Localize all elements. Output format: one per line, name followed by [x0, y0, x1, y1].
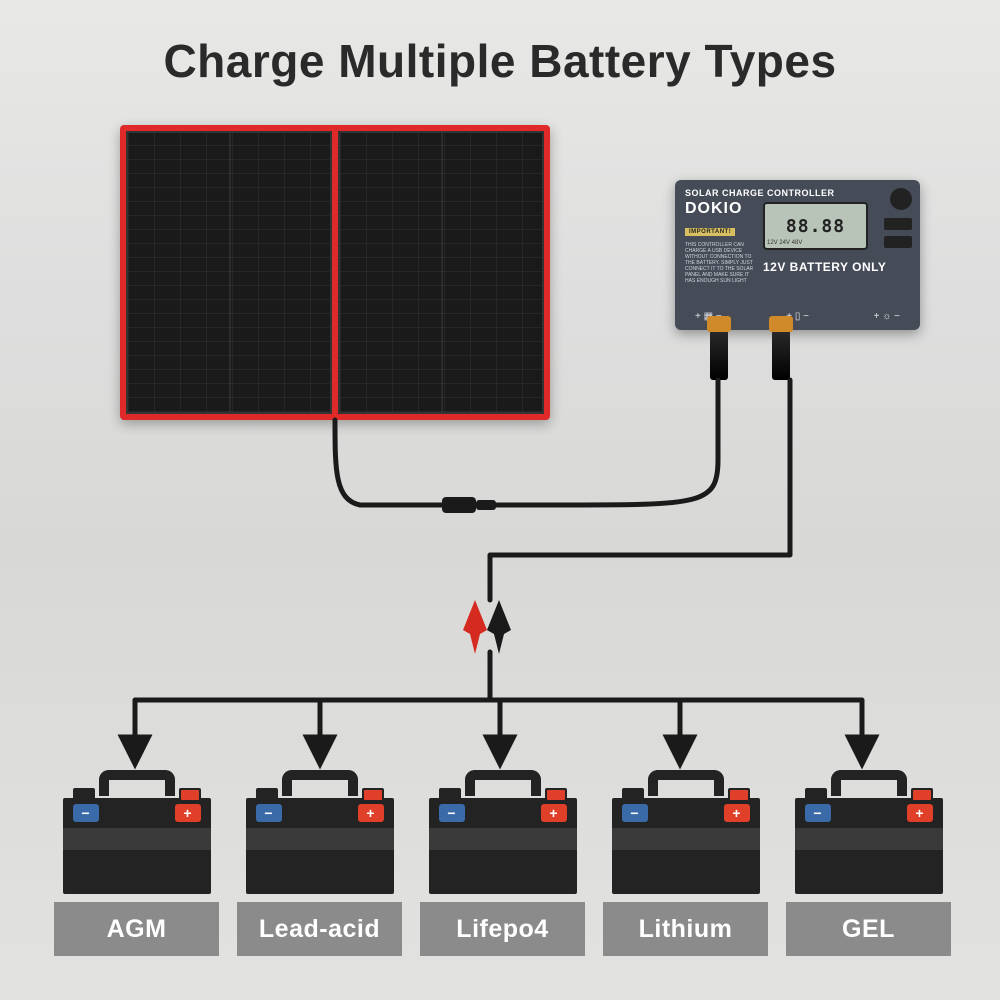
terminal-pos-icon: +	[175, 804, 201, 822]
battery-cap-icon	[545, 788, 567, 802]
battery-stripe-icon	[429, 828, 577, 850]
battery-icon: − +	[429, 798, 577, 894]
battery-cap-icon	[439, 788, 461, 802]
battery-col: − + Lifepo4	[420, 770, 585, 956]
terminal-neg-icon: −	[622, 804, 648, 822]
battery-handle-icon	[465, 770, 541, 796]
controller-plugs	[710, 330, 790, 380]
battery-cap-icon	[728, 788, 750, 802]
terminal-neg-icon: −	[256, 804, 282, 822]
controller-note: THIS CONTROLLER CAN CHARGE A USB DEVICE …	[685, 242, 759, 284]
battery-handle-icon	[648, 770, 724, 796]
battery-cap-icon	[622, 788, 644, 802]
battery-icon: − +	[795, 798, 943, 894]
controller-lcd-sub: 12V 24V 48V	[767, 240, 802, 246]
battery-cap-icon	[805, 788, 827, 802]
solar-panel-left	[126, 131, 332, 414]
clip-black-icon	[484, 600, 514, 654]
battery-col: − + Lithium	[603, 770, 768, 956]
battery-cap-icon	[256, 788, 278, 802]
battery-cap-icon	[179, 788, 201, 802]
battery-icon: − +	[612, 798, 760, 894]
alligator-clips	[460, 600, 514, 654]
solar-panel-right	[338, 131, 544, 414]
terminal-neg-icon: −	[439, 804, 465, 822]
battery-cap-icon	[911, 788, 933, 802]
battery-stripe-icon	[612, 828, 760, 850]
inline-connector-icon	[476, 500, 496, 510]
controller-badge-icon	[890, 188, 912, 210]
battery-stripe-icon	[63, 828, 211, 850]
terminal-neg-icon: −	[805, 804, 831, 822]
usb-port-icon	[884, 236, 912, 248]
battery-col: − + GEL	[786, 770, 951, 956]
usb-port-icon	[884, 218, 912, 230]
terminal-pos-icon: +	[907, 804, 933, 822]
battery-label: Lithium	[603, 902, 768, 956]
battery-label: GEL	[786, 902, 951, 956]
battery-icon: − +	[246, 798, 394, 894]
plug-right	[772, 330, 790, 380]
solar-panel	[120, 125, 550, 420]
terminal-neg-icon: −	[73, 804, 99, 822]
battery-cap-icon	[73, 788, 95, 802]
battery-stripe-icon	[246, 828, 394, 850]
controller-important-label: IMPORTANT!	[685, 228, 735, 236]
inline-connector-icon	[442, 497, 476, 513]
battery-cap-icon	[362, 788, 384, 802]
battery-label: AGM	[54, 902, 219, 956]
terminal-load-icon: + ☼ −	[874, 311, 900, 322]
terminal-pos-icon: +	[358, 804, 384, 822]
battery-icon: − +	[63, 798, 211, 894]
diagram-stage: SOLAR CHARGE CONTROLLER DOKIO 88.88 12V …	[0, 0, 1000, 1000]
battery-stripe-icon	[795, 828, 943, 850]
battery-col: − + AGM	[54, 770, 219, 956]
terminal-pos-icon: +	[724, 804, 750, 822]
battery-col: − + Lead-acid	[237, 770, 402, 956]
terminal-pos-icon: +	[541, 804, 567, 822]
battery-label: Lead-acid	[237, 902, 402, 956]
battery-label: Lifepo4	[420, 902, 585, 956]
plug-left	[710, 330, 728, 380]
battery-row: − + AGM − + Lead-acid − +	[54, 770, 946, 956]
battery-handle-icon	[282, 770, 358, 796]
controller-battery-only: 12V BATTERY ONLY	[763, 260, 886, 274]
controller-header: SOLAR CHARGE CONTROLLER	[685, 188, 910, 198]
battery-handle-icon	[99, 770, 175, 796]
charge-controller: SOLAR CHARGE CONTROLLER DOKIO 88.88 12V …	[675, 180, 920, 330]
battery-handle-icon	[831, 770, 907, 796]
